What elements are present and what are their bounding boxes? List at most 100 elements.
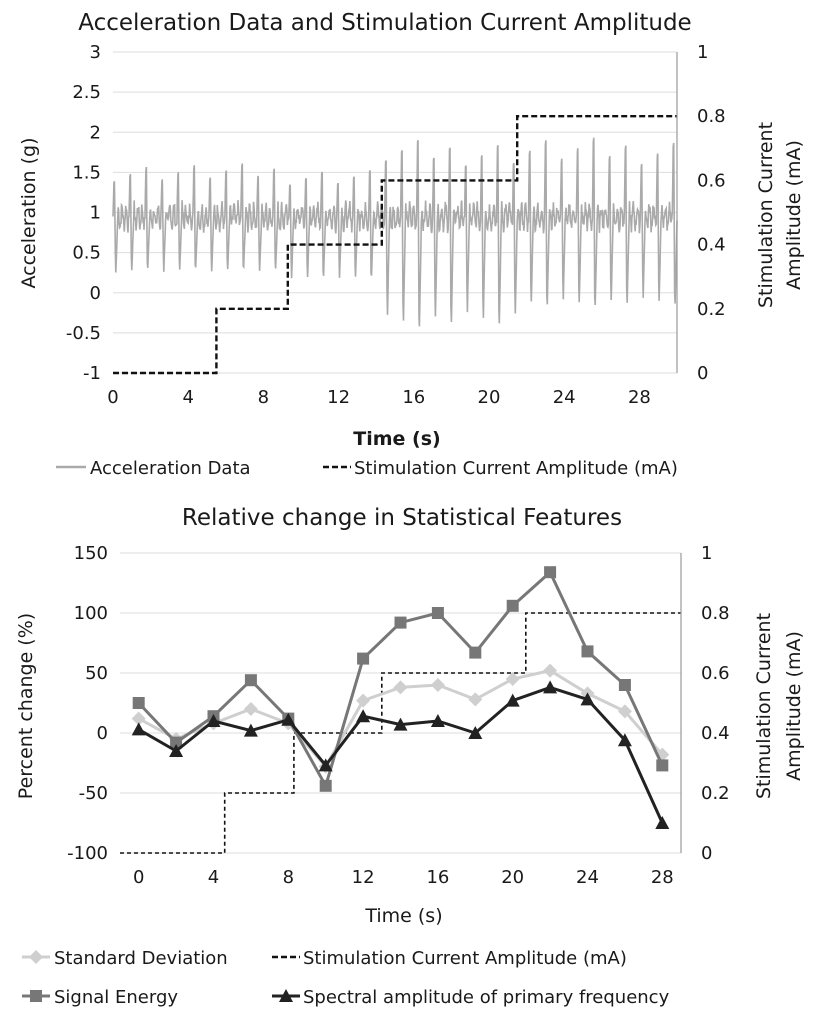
chart2-spectral-point (393, 717, 408, 731)
chart1-y2-tick-labels: 0 0.2 0.4 0.6 0.8 1 (697, 42, 726, 384)
chart2-energy-point (618, 679, 631, 691)
chart2-legend-stim-label: Stimulation Current Amplitude (mA) (303, 948, 627, 969)
chart1-x-tick-label: 24 (553, 387, 576, 408)
chart2-y-tick-labels: -100 -50 0 50 100 150 (67, 543, 108, 864)
chart2-energy-point (431, 607, 444, 619)
chart2-y2-axis-label-line1: Stimulation Current (753, 613, 775, 799)
chart2-x-tick-label: 24 (576, 867, 599, 888)
chart1-y-tick-label: 1.5 (72, 162, 101, 183)
chart2-energy-point (544, 566, 557, 579)
chart1-y-tick-label: 0 (90, 283, 101, 304)
chart1-x-tick-label: 12 (327, 387, 350, 408)
chart1-x-tick-label: 28 (628, 387, 651, 408)
chart1-x-tick-label: 16 (402, 387, 425, 408)
chart1-y2-tick-label: 0 (697, 363, 708, 384)
chart1-x-tick-label: 0 (107, 387, 118, 408)
chart2-series-energy-line (137, 569, 664, 790)
chart1-y-tick-label: 1 (90, 203, 101, 224)
chart1-y2-axis-label-line1: Stimulation Current (755, 122, 777, 308)
chart2-energy-point (656, 759, 669, 772)
chart1-y-tick-label: 2.5 (72, 82, 101, 103)
chart2-legend-energy-marker (30, 990, 42, 1002)
chart2-y-tick-label: 150 (74, 543, 108, 564)
chart1-x-tick-label: 4 (182, 387, 193, 408)
chart2-series-stimulation-line (120, 612, 681, 854)
chart2-y-tick-label: 0 (97, 723, 108, 744)
chart2-title: Relative change in Statistical Features (182, 505, 622, 531)
chart2-y2-tick-label: 0.6 (701, 663, 730, 684)
chart2-std-point (468, 692, 483, 707)
chart2-y-tick-label: 50 (85, 663, 108, 684)
chart1-x-tick-labels: 0 4 8 12 16 20 24 28 (107, 387, 651, 408)
chart1-series-acceleration-line (112, 137, 678, 327)
chart2-y2-tick-label: 0.2 (701, 783, 730, 804)
chart2-legend-spectral-label: Spectral amplitude of primary frequency (303, 987, 670, 1008)
chart2-spectral-point (468, 726, 483, 739)
chart2-spectral-point (243, 723, 258, 737)
chart2-legend-energy-label: Signal Energy (54, 987, 178, 1008)
chart2-std-point (243, 702, 258, 716)
chart1-legend-stim-label: Stimulation Current Amplitude (mA) (354, 458, 678, 479)
chart2-y-tick-label: -50 (79, 783, 108, 804)
chart2-spectral-point (131, 722, 146, 736)
chart2-legend-spectral-marker (279, 989, 293, 1002)
chart2-energy-point (581, 645, 594, 658)
chart2: Relative change in Statistical Features … (15, 505, 805, 1008)
chart2-energy-point (319, 779, 332, 792)
chart1-y-tick-label: 2 (90, 122, 101, 143)
chart1-series-stimulation-line (113, 114, 677, 375)
chart1-x-tick-label: 8 (258, 387, 269, 408)
chart2-x-tick-label: 28 (651, 867, 674, 888)
chart2-spectral-point (543, 680, 558, 694)
chart1-x-tick-label: 20 (478, 387, 501, 408)
chart2-y-tick-label: 100 (74, 603, 108, 624)
chart2-energy-point (357, 652, 370, 665)
chart1-x-axis-label: Time (s) (353, 428, 440, 450)
chart2-spectral-point (281, 712, 296, 726)
chart2-spectral-point (505, 693, 520, 707)
chart1: Acceleration Data and Stimulation Curren… (18, 10, 805, 479)
chart2-std-point (505, 672, 520, 686)
chart2-spectral-point (655, 816, 670, 829)
chart1-title: Acceleration Data and Stimulation Curren… (78, 10, 691, 36)
chart2-energy-point (132, 697, 145, 709)
chart2-plot-area (120, 566, 681, 854)
chart1-y-tick-label: -1 (83, 363, 101, 384)
chart2-y2-tick-label: 0.4 (701, 723, 730, 744)
chart2-y2-tick-label: 0 (701, 843, 712, 864)
chart2-std-point (131, 711, 146, 726)
chart2-x-tick-labels: 0 4 8 12 16 20 24 28 (133, 867, 674, 888)
chart2-std-point (356, 693, 371, 708)
chart2-legend: Standard Deviation Stimulation Current A… (22, 948, 670, 1008)
chart2-energy-point (170, 736, 183, 749)
chart2-x-axis-label: Time (s) (364, 905, 442, 927)
chart1-y-axis-label: Acceleration (g) (18, 138, 40, 289)
chart2-std-point (430, 678, 445, 692)
chart2-spectral-point (356, 709, 371, 723)
chart2-x-tick-label: 16 (426, 867, 449, 888)
chart1-legend: Acceleration Data Stimulation Current Am… (56, 458, 678, 479)
chart1-y2-tick-label: 0.8 (697, 106, 726, 127)
chart1-y2-tick-label: 1 (697, 42, 708, 63)
chart1-y2-tick-label: 0.2 (697, 299, 726, 320)
chart1-y-tick-label: 3 (90, 42, 101, 63)
chart2-x-tick-label: 0 (133, 867, 144, 888)
chart1-y2-tick-label: 0.6 (697, 170, 726, 191)
chart1-y2-tick-label: 0.4 (697, 235, 726, 256)
chart2-energy-point (394, 616, 407, 629)
chart2-std-point (617, 704, 632, 719)
chart2-y-tick-label: -100 (67, 843, 108, 864)
chart2-y2-axis-label-line2: Amplitude (mA) (783, 631, 805, 781)
chart2-legend-std-marker (29, 950, 43, 964)
chart2-x-tick-label: 20 (501, 867, 524, 888)
chart2-energy-point (506, 599, 519, 612)
chart1-y2-axis-label-line2: Amplitude (mA) (783, 140, 805, 290)
chart2-y-axis-label: Percent change (%) (15, 613, 37, 799)
chart1-y-tick-labels: -1 -0.5 0 0.5 1 1.5 2 2.5 3 (66, 42, 101, 384)
chart2-spectral-point (206, 714, 221, 727)
chart2-spectral-point (169, 744, 184, 757)
chart2-x-tick-label: 12 (352, 867, 375, 888)
chart2-x-tick-label: 8 (283, 867, 294, 888)
chart2-gridlines (120, 552, 681, 854)
chart2-spectral-point (318, 758, 333, 772)
